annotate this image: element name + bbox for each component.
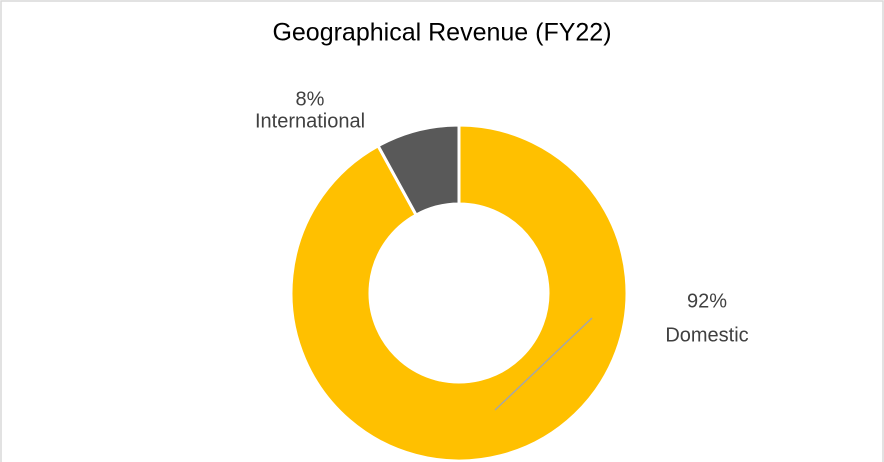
pie-slice xyxy=(289,123,629,462)
category-label: Domestic xyxy=(665,324,748,346)
leader-line xyxy=(494,317,593,411)
data-label: 8% xyxy=(296,88,325,110)
data-label: 92% xyxy=(687,290,727,312)
pie-slice xyxy=(376,123,461,218)
chart-title: Geographical Revenue (FY22) xyxy=(272,19,611,47)
category-label: International xyxy=(255,110,365,132)
